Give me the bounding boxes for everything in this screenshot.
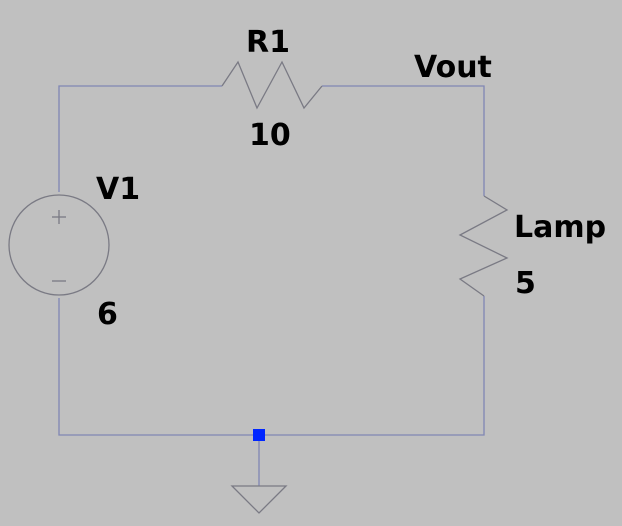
wire-top-left[interactable] — [58, 85, 222, 192]
resistor-lamp[interactable] — [458, 195, 509, 297]
label-lamp-name: Lamp — [514, 210, 606, 245]
label-vout: Vout — [414, 50, 492, 85]
wire-top-right[interactable] — [322, 85, 485, 196]
junction-dot — [253, 429, 265, 441]
dc-voltage-source-icon[interactable] — [8, 194, 110, 296]
label-v1-value: 6 — [97, 297, 118, 332]
resistor-zigzag-icon[interactable] — [458, 195, 509, 297]
resistor-zigzag-icon[interactable] — [221, 60, 323, 110]
wires[interactable] — [58, 85, 485, 486]
wire-bottom-left[interactable] — [58, 298, 259, 436]
label-r1-value: 10 — [249, 118, 291, 153]
label-r1-name: R1 — [246, 25, 290, 60]
label-lamp-value: 5 — [515, 266, 536, 301]
wire-bottom-right[interactable] — [259, 296, 485, 436]
resistor-r1[interactable] — [221, 60, 323, 110]
label-v1-name: V1 — [96, 172, 140, 207]
voltage-source-v1[interactable] — [8, 194, 110, 296]
ground-icon[interactable] — [230, 485, 288, 514]
